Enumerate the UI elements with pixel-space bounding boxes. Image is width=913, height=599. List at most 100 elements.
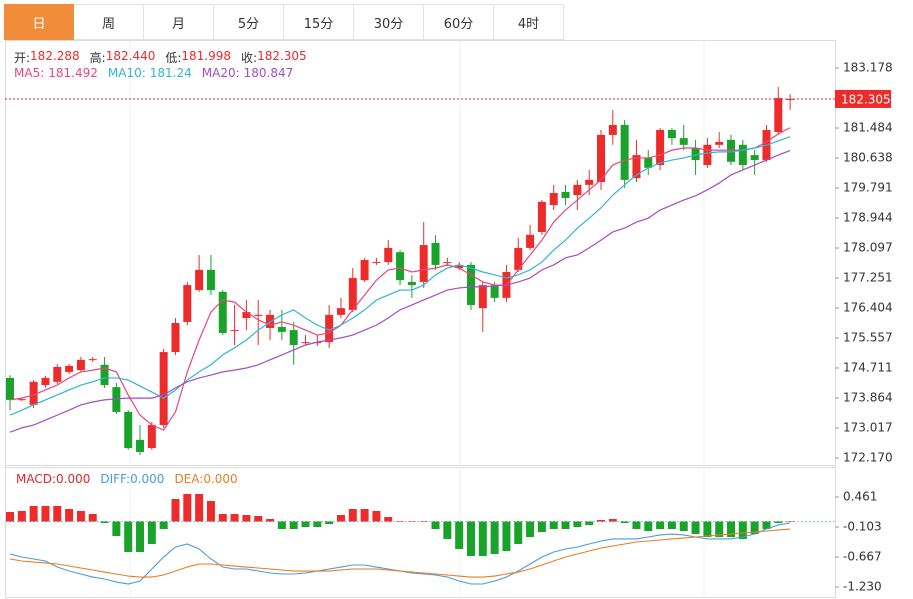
- legend-value: 181.24: [149, 66, 192, 80]
- macd-bar: [738, 521, 747, 539]
- y-tick-label: -1.230: [843, 579, 882, 593]
- y-tick-label: 172.170: [843, 450, 893, 464]
- candle-body: [325, 314, 334, 343]
- macd-bar: [455, 521, 464, 549]
- period-tabs: 日周月 5分 15分 30分 60分 4时: [4, 4, 564, 40]
- macd-bar: [443, 521, 452, 539]
- candle-body: [360, 259, 369, 281]
- candle-body: [206, 269, 215, 291]
- ohlc-label: 高:: [89, 51, 106, 65]
- macd-bar: [691, 521, 700, 535]
- macd-bar: [384, 516, 393, 522]
- last-price-tag: [835, 89, 891, 108]
- macd-bar: [289, 521, 298, 530]
- candle-body: [65, 365, 74, 372]
- macd-bar: [277, 521, 286, 530]
- candle-body: [644, 157, 653, 168]
- macd-bar: [549, 521, 558, 530]
- macd-bar: [407, 520, 416, 522]
- macd-bar: [124, 521, 133, 553]
- candle-body: [738, 144, 747, 166]
- candle-body: [76, 359, 85, 371]
- candle-body: [336, 308, 345, 315]
- candle-body: [514, 247, 523, 270]
- tab[interactable]: 4时: [494, 4, 564, 40]
- macd-bar: [478, 521, 487, 557]
- candle-body: [443, 262, 452, 264]
- tab[interactable]: 60分: [424, 4, 494, 40]
- macd-bar: [147, 521, 156, 544]
- candle-body: [549, 193, 558, 206]
- candle-body: [407, 281, 416, 286]
- last-price-label: 182.305: [841, 92, 891, 106]
- y-tick-label: 175.557: [843, 330, 893, 344]
- macd-bar: [88, 514, 97, 522]
- ma-legend: MA5: 181.492 MA10: 181.24 MA20: 180.847: [14, 66, 303, 80]
- candle-body: [608, 124, 617, 135]
- legend-value: 181.492: [48, 66, 98, 80]
- macd-bar: [336, 515, 345, 522]
- candle-body: [561, 191, 570, 198]
- macd-bar: [29, 505, 38, 522]
- macd-bar: [301, 521, 310, 527]
- macd-bar: [230, 514, 239, 522]
- legend-name: MA10:: [107, 66, 146, 80]
- candle-body: [242, 312, 251, 319]
- candle-body: [218, 291, 227, 333]
- candle-body: [750, 155, 759, 161]
- tab[interactable]: 15分: [284, 4, 354, 40]
- macd-bar: [206, 500, 215, 522]
- legend-name: MACD:: [16, 472, 57, 486]
- candle-body: [277, 326, 286, 332]
- macd-bar: [348, 509, 357, 522]
- candle-body: [17, 399, 26, 401]
- tab[interactable]: 周: [74, 4, 144, 40]
- tab[interactable]: 5分: [214, 4, 284, 40]
- y-tick-label: -0.667: [843, 550, 882, 564]
- candle-body: [112, 387, 121, 412]
- macd-bar: [703, 521, 712, 538]
- candle-body: [136, 439, 145, 452]
- macd-bar: [644, 521, 653, 531]
- macd-bar: [53, 505, 62, 522]
- legend-name: DEA:: [174, 472, 204, 486]
- macd-bar: [41, 505, 50, 522]
- y-tick-label: -0.103: [843, 519, 882, 533]
- y-tick-label: 178.944: [843, 211, 893, 225]
- macd-bar: [65, 509, 74, 522]
- macd-bar: [313, 521, 322, 527]
- y-tick-label: 173.017: [843, 420, 893, 434]
- candle-body: [466, 264, 475, 305]
- ma-line: [9, 127, 791, 431]
- macd-bar: [266, 519, 275, 522]
- candle-body: [6, 377, 14, 400]
- candle-body: [656, 129, 665, 166]
- candle-body: [289, 330, 298, 345]
- macd-bar: [372, 510, 381, 522]
- macd-bar: [573, 521, 582, 527]
- y-tick-label: 173.864: [843, 390, 893, 404]
- y-tick-label: 174.711: [843, 360, 893, 374]
- candle-body: [632, 155, 641, 179]
- macd-bar: [112, 521, 121, 536]
- macd-bar: [656, 521, 665, 530]
- macd-bar: [6, 511, 14, 522]
- macd-bar: [727, 521, 736, 538]
- macd-bar: [786, 521, 795, 523]
- tab[interactable]: 日: [4, 4, 74, 40]
- ohlc-header: 开: 182.288 高: 182.440 低: 181.998 收: 182.305: [14, 49, 317, 66]
- macd-bar: [254, 515, 263, 522]
- y-tick-label: 176.404: [843, 300, 893, 314]
- candle-body: [585, 179, 594, 185]
- candle-body: [431, 242, 440, 265]
- macd-bar: [561, 521, 570, 530]
- macd-bar: [17, 510, 26, 522]
- tab[interactable]: 月: [144, 4, 214, 40]
- candle-body: [573, 184, 582, 196]
- candle-body: [301, 342, 310, 344]
- macd-bar: [242, 515, 251, 522]
- tab[interactable]: 30分: [354, 4, 424, 40]
- macd-bar: [667, 521, 676, 530]
